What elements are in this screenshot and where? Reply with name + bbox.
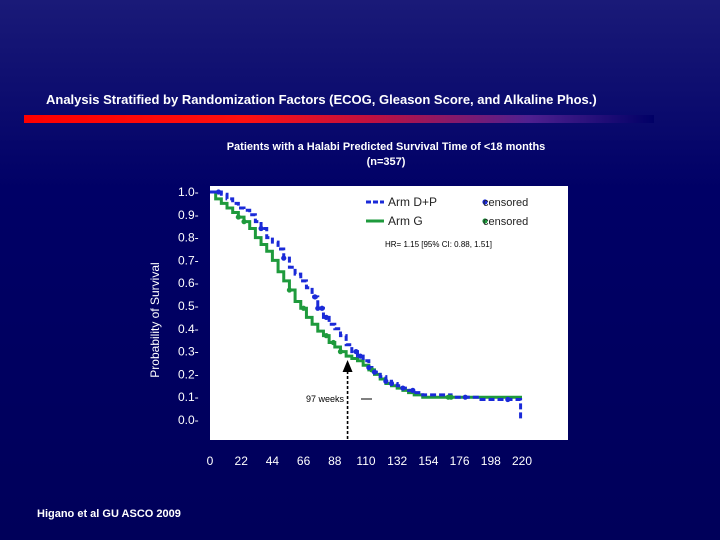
censor-marker: [337, 349, 344, 355]
x-tick-label: 0: [207, 454, 214, 468]
y-tick-label: 0.6-: [178, 276, 199, 290]
x-tick-label: 110: [356, 454, 375, 468]
censor-marker: [286, 287, 293, 293]
y-tick-label: 1.0-: [178, 185, 199, 199]
censor-marker: [323, 314, 329, 320]
censor-markers: [215, 189, 511, 403]
hazard-ratio-annotation: HR= 1.15 [95% CI: 0.88, 1.51]: [385, 240, 492, 249]
x-tick-label: 198: [481, 454, 501, 468]
x-axis-ticks: 0 22 44 66 88 110 132 154 176 198 220: [207, 454, 533, 468]
y-tick-label: 0.2-: [178, 367, 199, 381]
censor-marker: [241, 219, 247, 225]
censor-marker: [371, 369, 378, 375]
weeks-marker: 97 weeks: [306, 360, 372, 440]
y-tick-label: 0.3-: [178, 345, 199, 359]
y-tick-label: 0.7-: [178, 253, 199, 267]
legend-label: Arm D+P: [388, 195, 437, 209]
censor-marker: [323, 333, 329, 339]
weeks-label: 97 weeks: [306, 394, 345, 404]
x-tick-label: 22: [235, 454, 249, 468]
arrow-up-icon: [342, 360, 353, 372]
y-axis-label: Probability of Survival: [148, 262, 162, 377]
censor-marker: [400, 385, 406, 391]
legend-censored-label: censored: [483, 216, 528, 228]
x-tick-label: 132: [387, 454, 407, 468]
censor-marker: [388, 380, 395, 387]
legend: Arm D+P censored Arm G censored: [366, 195, 528, 228]
x-tick-label: 220: [512, 454, 532, 468]
censor-marker: [281, 255, 287, 261]
censor-marker: [448, 394, 454, 400]
censor-marker: [383, 378, 389, 384]
legend-label: Arm G: [388, 214, 423, 228]
x-tick-label: 44: [266, 454, 280, 468]
y-axis-ticks: 1.0- 0.9- 0.8- 0.7- 0.6- 0.5- 0.4- 0.3- 0.2- 0.1-…: [178, 185, 199, 427]
chart-title: Patients with a Halabi Predicted Surviva…: [226, 141, 546, 153]
legend-censor-marker: [482, 218, 488, 224]
censor-marker: [315, 305, 321, 311]
censor-marker: [353, 349, 359, 355]
censor-marker: [301, 305, 307, 311]
y-tick-label: 0.8-: [178, 231, 199, 245]
censor-marker: [357, 353, 363, 359]
chart-subtitle: (n=357): [366, 156, 406, 168]
slide-title: Analysis Stratified by Randomization Fac…: [46, 92, 597, 107]
censor-marker: [410, 387, 416, 393]
legend-censored-label: censored: [483, 197, 528, 209]
series-line-arm-dp: [210, 190, 523, 420]
censor-marker: [505, 396, 511, 403]
x-tick-label: 176: [450, 454, 470, 468]
title-accent-bar: [24, 115, 654, 123]
censor-marker: [330, 339, 336, 346]
censor-marker: [215, 189, 222, 195]
legend-censor-marker: [482, 199, 488, 205]
censor-marker: [258, 225, 264, 232]
x-tick-label: 88: [328, 454, 342, 468]
censor-marker: [366, 364, 372, 371]
chart-title-block: Patients with a Halabi Predicted Surviva…: [200, 140, 572, 170]
x-tick-label: 154: [418, 454, 438, 468]
citation: Higano et al GU ASCO 2009: [37, 508, 181, 520]
y-tick-label: 0.0-: [178, 413, 199, 427]
y-tick-label: 0.5-: [178, 299, 199, 313]
y-tick-label: 0.9-: [178, 208, 199, 222]
y-tick-label: 0.4-: [178, 322, 199, 336]
censor-marker: [312, 294, 318, 300]
censor-marker: [235, 214, 241, 220]
censor-marker: [462, 394, 468, 400]
x-tick-label: 66: [297, 454, 311, 468]
censor-marker: [319, 305, 325, 311]
y-tick-label: 0.1-: [178, 390, 199, 404]
